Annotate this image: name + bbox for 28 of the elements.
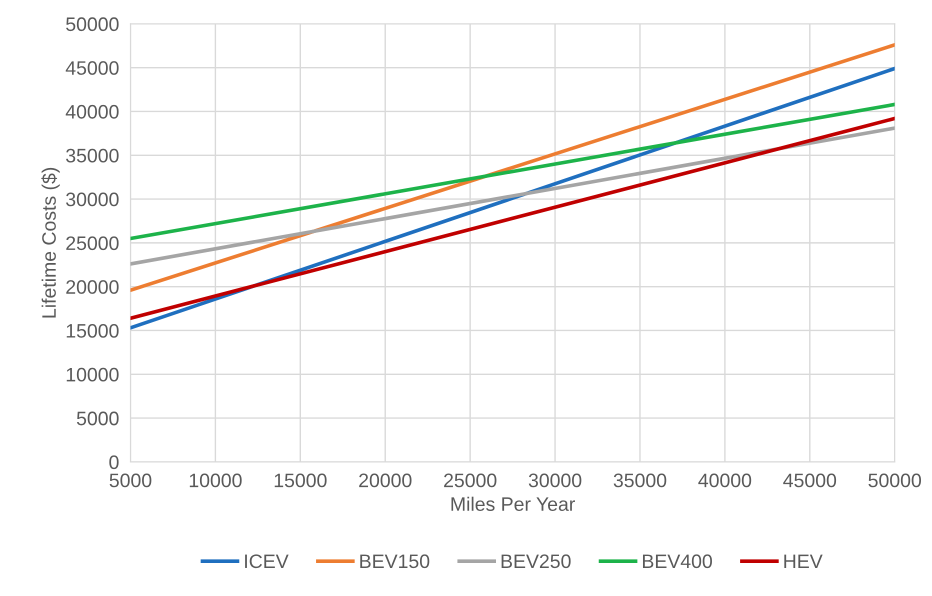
y-tick-label: 50000 [66, 17, 119, 32]
y-tick-label: 45000 [66, 61, 119, 75]
y-tick-label: 35000 [66, 148, 119, 162]
x-tick-label: 30000 [528, 474, 582, 488]
y-tick-label: 30000 [66, 192, 119, 206]
y-tick-label: 0 [109, 455, 119, 470]
x-tick-label: 20000 [359, 474, 412, 488]
x-tick-label: 15000 [274, 474, 327, 488]
y-tick-label: 5000 [76, 412, 119, 426]
y-axis-title: Lifetime Costs ($) [41, 168, 60, 318]
x-tick-label: 40000 [698, 474, 752, 488]
legend-label: HEV [784, 554, 823, 568]
y-tick-label: 40000 [66, 104, 119, 119]
x-tick-label: 50000 [868, 474, 921, 488]
y-tick-label: 25000 [66, 236, 119, 250]
y-tick-label: 15000 [66, 324, 119, 338]
legend-label: BEV150 [360, 554, 430, 568]
x-tick-label: 5000 [110, 474, 152, 488]
legend-label: BEV400 [642, 554, 712, 568]
legend-label: ICEV [245, 554, 289, 568]
x-tick-label: 10000 [190, 474, 242, 488]
x-tick-label: 35000 [614, 474, 666, 488]
y-tick-label: 10000 [66, 368, 119, 382]
x-tick-label: 25000 [444, 474, 496, 488]
x-tick-label: 45000 [783, 474, 836, 488]
x-axis-title: Miles Per Year [452, 496, 575, 511]
y-tick-label: 20000 [66, 280, 119, 294]
legend-label: BEV250 [502, 554, 571, 568]
